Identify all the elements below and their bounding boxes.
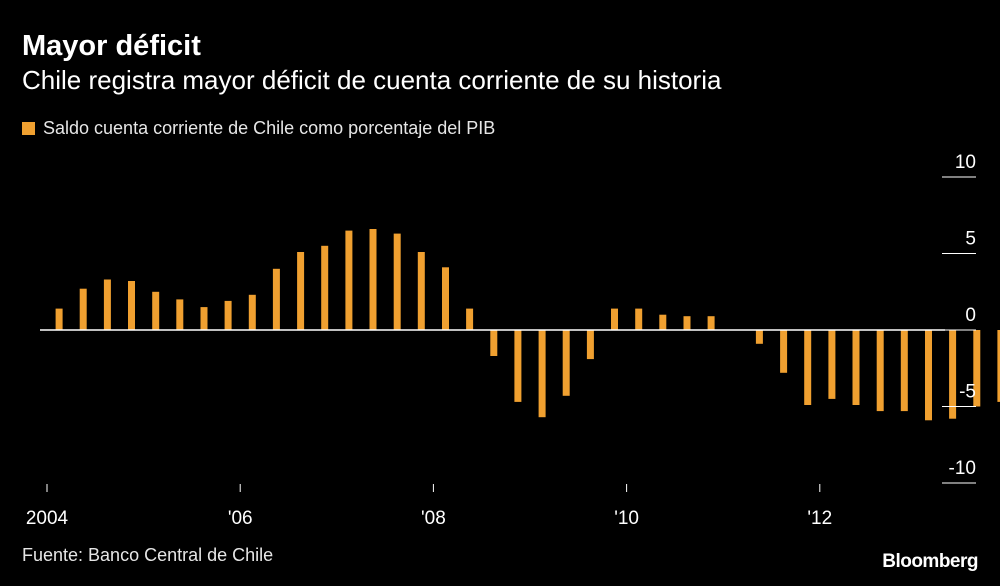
bar (900, 330, 908, 412)
y-tick-label: -10 (949, 458, 976, 479)
bar (442, 267, 449, 330)
bar (562, 330, 570, 396)
bar (55, 308, 63, 330)
bar (128, 281, 135, 330)
legend-swatch (22, 122, 35, 135)
x-tick-label: '12 (807, 508, 832, 529)
legend-label: Saldo cuenta corriente de Chile como por… (43, 118, 496, 138)
bar (611, 308, 618, 330)
chart-subtitle: Chile registra mayor déficit de cuenta c… (22, 65, 722, 95)
y-tick-label: -5 (959, 382, 976, 403)
brand-logo: Bloomberg (882, 551, 978, 572)
bar (321, 245, 329, 330)
x-tick-label: 2004 (26, 508, 69, 529)
bar (490, 330, 498, 356)
bar (200, 307, 208, 330)
bar (393, 233, 401, 330)
x-tick-label: '06 (228, 508, 253, 529)
bar (297, 252, 305, 330)
bar (973, 330, 981, 407)
bar (248, 294, 256, 330)
bar (152, 291, 160, 331)
source-note: Fuente: Banco Central de Chile (22, 545, 274, 565)
bar (780, 330, 788, 373)
bar (176, 299, 184, 330)
x-tick-label: '10 (614, 508, 639, 529)
bar (804, 330, 812, 405)
bar (586, 330, 594, 360)
bar (659, 314, 667, 330)
bar (345, 230, 353, 330)
bar (466, 308, 474, 330)
bar (514, 330, 522, 402)
y-tick-label: 5 (965, 229, 976, 250)
bar (852, 330, 860, 405)
bar (272, 268, 280, 330)
chart-title: Mayor déficit (22, 30, 201, 62)
bar (635, 308, 643, 330)
bar (707, 316, 715, 330)
x-tick-label: '08 (421, 508, 446, 529)
bar (103, 279, 111, 330)
y-tick-label: 0 (965, 305, 976, 326)
y-tick-label: 10 (955, 152, 976, 173)
bar (79, 288, 87, 330)
bar (417, 252, 425, 330)
bar (997, 330, 1000, 402)
bar (683, 316, 691, 330)
bar (755, 330, 763, 344)
bar (538, 330, 546, 418)
bar (828, 330, 836, 399)
legend: Saldo cuenta corriente de Chile como por… (22, 118, 495, 139)
bar (224, 300, 232, 330)
bar (925, 330, 932, 421)
bar (876, 330, 884, 412)
bar (369, 229, 377, 330)
bar (949, 330, 957, 419)
